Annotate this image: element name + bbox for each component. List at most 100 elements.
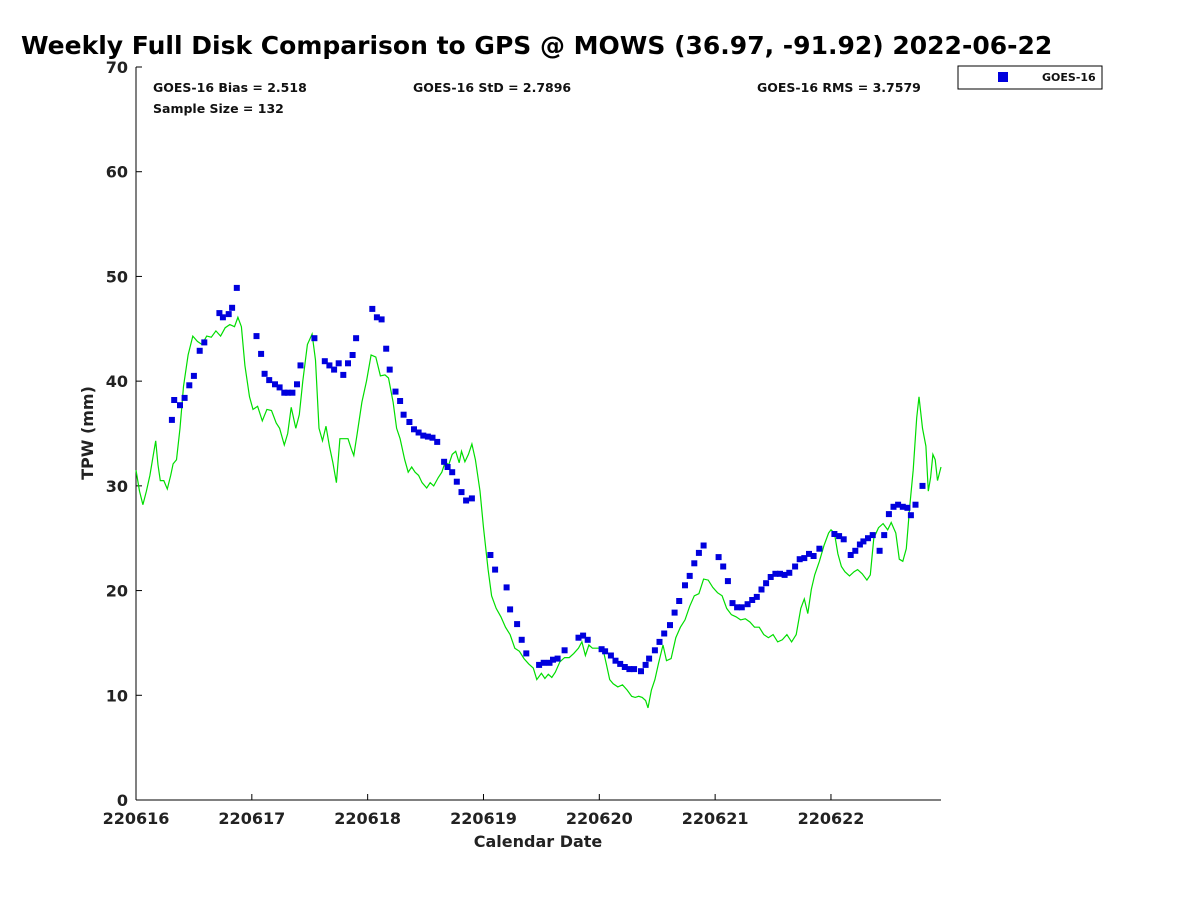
data-point-goes16 [786,569,793,576]
legend-box [957,65,1103,90]
data-point-goes16 [294,381,300,388]
data-point-goes16 [550,656,556,663]
data-point-goes16 [621,664,628,670]
y-tick-label: 20 [106,582,128,601]
data-point-goes16 [340,371,347,378]
data-point-goes16 [441,458,448,465]
data-point-goes16 [682,582,688,589]
data-point-goes16 [219,314,226,321]
data-point-goes16 [720,563,727,570]
data-point-goes16 [561,647,568,654]
data-point-goes16 [190,372,197,379]
data-point-goes16 [272,381,278,388]
data-point-goes16 [876,547,883,554]
data-point-goes16 [626,666,633,673]
data-point-goes16 [353,335,360,342]
data-point-goes16 [646,655,653,662]
data-point-goes16 [369,305,376,312]
stat-bias: GOES-16 Bias = 2.518 [153,80,307,95]
stat-sample-size: Sample Size = 132 [153,101,284,116]
data-point-goes16 [667,622,673,629]
data-point-goes16 [258,350,265,357]
y-tick-label: 0 [117,791,128,810]
data-point-goes16 [225,311,232,318]
data-point-goes16 [831,531,838,537]
plot-background [136,67,941,800]
data-point-goes16 [676,598,683,604]
data-point-goes16 [284,389,291,396]
data-point-goes16 [546,659,553,666]
data-point-goes16 [758,586,765,593]
data-point-goes16 [554,655,561,662]
data-point-goes16 [434,438,441,445]
data-point-goes16 [749,597,756,603]
data-point-goes16 [598,646,605,653]
data-point-goes16 [607,652,614,659]
data-point-goes16 [373,314,380,321]
data-point-goes16 [777,570,783,577]
data-point-goes16 [612,657,619,664]
data-point-goes16 [767,574,774,580]
data-point-goes16 [907,512,914,519]
data-point-goes16 [700,542,707,549]
data-point-goes16 [311,335,318,342]
data-point-goes16 [253,333,260,340]
data-point-goes16 [796,556,803,563]
y-tick-label: 10 [106,686,128,705]
data-point-goes16 [631,666,638,673]
data-point-goes16 [651,647,658,654]
data-point-goes16 [289,389,296,396]
data-point-goes16 [806,550,812,557]
data-point-goes16 [406,419,413,425]
x-axis-label: Calendar Date [474,832,603,851]
data-point-goes16 [695,549,702,556]
data-point-goes16 [463,497,470,504]
data-point-goes16 [424,433,431,440]
data-point-goes16 [397,398,404,404]
data-point-goes16 [458,489,465,496]
data-point-goes16 [865,535,871,542]
data-point-goes16 [400,411,407,418]
data-point-goes16 [738,604,745,611]
data-point-goes16 [584,636,591,643]
data-point-goes16 [468,495,475,502]
data-point-goes16 [449,469,456,476]
x-tick-label: 220617 [218,809,285,828]
data-point-goes16 [420,432,427,439]
data-point-goes16 [345,360,351,367]
data-point-goes16 [518,636,525,643]
data-point-goes16 [890,503,897,510]
y-tick-label: 50 [106,267,128,286]
data-point-goes16 [763,580,770,587]
data-point-goes16 [840,536,847,543]
stat-std: GOES-16 StD = 2.7896 [413,80,571,95]
data-point-goes16 [331,366,338,373]
data-point-goes16 [899,503,906,510]
data-point-goes16 [378,316,385,323]
data-point-goes16 [919,482,926,489]
data-point-goes16 [691,560,698,567]
y-tick-label: 40 [106,372,128,391]
data-point-goes16 [321,358,328,365]
data-point-goes16 [168,416,175,423]
x-tick-label: 220618 [334,809,401,828]
data-point-goes16 [734,604,741,611]
data-point-goes16 [536,661,543,668]
x-tick-label: 220619 [450,809,517,828]
data-point-goes16 [411,426,417,433]
series-markers [168,284,926,675]
data-point-goes16 [261,370,268,377]
stats-box: GOES-16 Bias = 2.518 GOES-16 StD = 2.789… [153,80,921,116]
y-tick-label: 30 [106,477,128,496]
data-point-goes16 [792,563,799,570]
data-point-goes16 [540,659,547,666]
x-tick-label: 220616 [103,809,170,828]
data-point-goes16 [453,478,460,485]
data-point-goes16 [816,545,823,552]
data-point-goes16 [801,555,808,562]
data-point-goes16 [444,464,451,470]
data-point-goes16 [638,668,644,675]
y-tick-label: 60 [106,163,128,182]
data-point-goes16 [617,660,624,667]
data-point-goes16 [772,570,779,577]
